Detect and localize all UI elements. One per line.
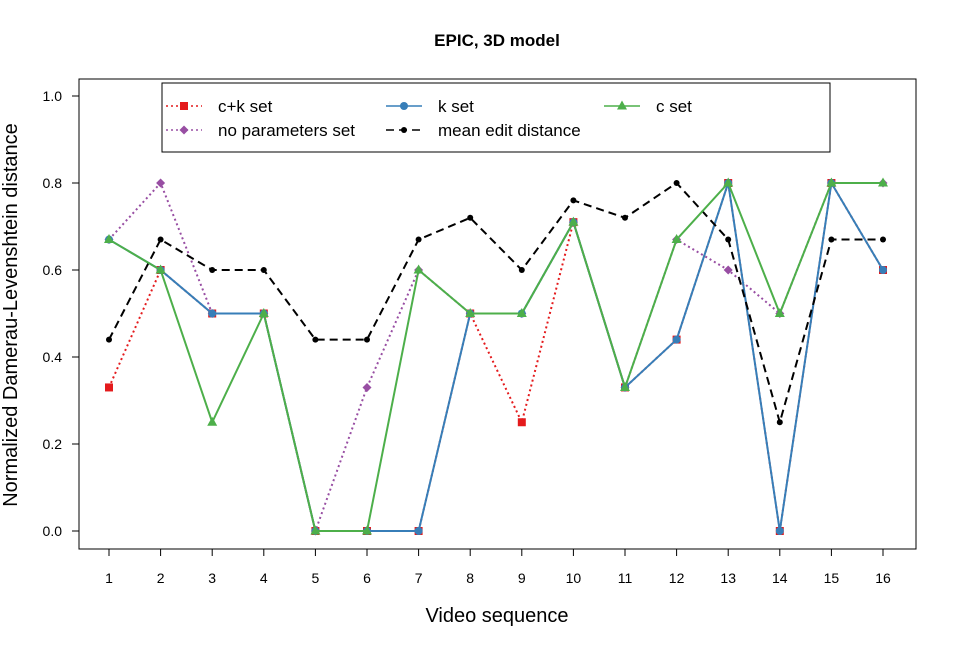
- data-point: [879, 266, 887, 274]
- data-point: [258, 308, 269, 317]
- legend-item: c+k set: [166, 97, 273, 116]
- series-line: [108, 181, 883, 535]
- series-line: [108, 180, 884, 532]
- y-tick-label: 1.0: [43, 88, 63, 104]
- legend-label: mean edit distance: [438, 121, 581, 140]
- legend-label: c set: [656, 97, 692, 116]
- series-1: [104, 178, 888, 536]
- data-point: [776, 419, 783, 426]
- legend-box: [161, 82, 831, 153]
- x-axis-title: Video sequence: [425, 605, 568, 627]
- series-4: [104, 177, 888, 535]
- data-point: [723, 177, 734, 187]
- series-2: [105, 179, 887, 535]
- data-point: [207, 416, 218, 426]
- data-point: [105, 383, 113, 392]
- data-point: [517, 418, 526, 427]
- data-point: [106, 336, 112, 343]
- data-point: [826, 177, 837, 187]
- y-axis-title: Normalized Damerau-Levenshtein distance: [0, 123, 22, 507]
- data-point: [467, 214, 474, 221]
- x-axis: 1 2 3 4 5 6 7 8 9 10 11 12 13 14 15 16: [105, 548, 891, 586]
- series-layer: [104, 177, 888, 536]
- legend: c+k set no parameters set k set mean edit d…: [161, 82, 831, 153]
- series-3: [106, 180, 886, 426]
- series-line: [108, 181, 883, 532]
- data-point: [310, 525, 321, 535]
- data-point: [880, 236, 886, 243]
- data-point: [775, 527, 784, 535]
- data-point: [260, 267, 267, 273]
- data-point: [671, 234, 682, 244]
- data-point: [413, 264, 424, 274]
- data-point: [570, 197, 577, 204]
- data-point: [209, 267, 216, 273]
- data-point: [414, 527, 423, 535]
- data-point: [672, 335, 681, 344]
- data-point: [208, 309, 217, 318]
- x-tick-label: 9: [518, 570, 526, 586]
- data-point: [878, 177, 888, 187]
- legend-label: no parameters set: [218, 121, 355, 140]
- y-tick-label: 0.4: [43, 349, 63, 365]
- x-tick-label: 15: [824, 570, 840, 586]
- x-tick-label: 7: [415, 570, 423, 586]
- x-tick-label: 14: [772, 570, 788, 586]
- x-tick-label: 5: [312, 570, 320, 586]
- legend-item: c set: [604, 97, 692, 116]
- data-point: [723, 265, 733, 275]
- data-point: [568, 216, 579, 226]
- data-point: [465, 308, 476, 317]
- y-tick-label: 0.8: [43, 175, 63, 191]
- y-tick-label: 0.6: [43, 262, 63, 278]
- x-tick-label: 16: [875, 570, 891, 586]
- data-point: [673, 180, 680, 186]
- x-tick-label: 1: [105, 570, 113, 586]
- x-tick-label: 4: [260, 570, 268, 586]
- legend-label: c+k set: [218, 97, 273, 116]
- data-point: [774, 308, 785, 317]
- legend-item: no parameters set: [166, 121, 355, 140]
- chart-title: EPIC, 3D model: [434, 31, 560, 50]
- data-point: [415, 236, 422, 243]
- x-tick-label: 13: [720, 570, 736, 586]
- x-tick-label: 6: [363, 570, 371, 586]
- data-point: [362, 525, 372, 535]
- x-tick-label: 11: [618, 570, 633, 586]
- data-point: [364, 336, 370, 343]
- x-tick-label: 2: [157, 570, 165, 586]
- x-tick-label: 8: [466, 570, 474, 586]
- data-point: [622, 214, 628, 221]
- data-point: [725, 236, 732, 243]
- data-point: [157, 236, 164, 243]
- legend-marker: [401, 127, 407, 133]
- legend-marker: [400, 102, 408, 110]
- legend-label: k set: [438, 97, 474, 116]
- x-tick-label: 10: [566, 570, 582, 586]
- legend-marker: [180, 102, 188, 110]
- data-point: [312, 336, 319, 343]
- x-tick-label: 3: [208, 570, 216, 586]
- data-point: [516, 308, 527, 317]
- data-point: [156, 178, 166, 188]
- series-line: [108, 180, 884, 532]
- legend-item: k set: [386, 97, 474, 116]
- series-0: [105, 179, 887, 535]
- series-line: [108, 181, 883, 426]
- legend-item: mean edit distance: [386, 121, 581, 140]
- legend-marker: [179, 125, 189, 135]
- data-point: [104, 234, 114, 244]
- data-point: [362, 382, 372, 392]
- y-tick-label: 0.0: [43, 523, 63, 539]
- y-tick-label: 0.2: [43, 436, 63, 452]
- legend-marker: [617, 100, 627, 110]
- data-point: [518, 267, 525, 273]
- data-point: [155, 264, 166, 274]
- data-point: [620, 381, 630, 391]
- y-axis: 0.0 0.2 0.4 0.6 0.8 1.0: [43, 88, 80, 539]
- data-point: [828, 236, 835, 243]
- x-tick-label: 12: [669, 570, 685, 586]
